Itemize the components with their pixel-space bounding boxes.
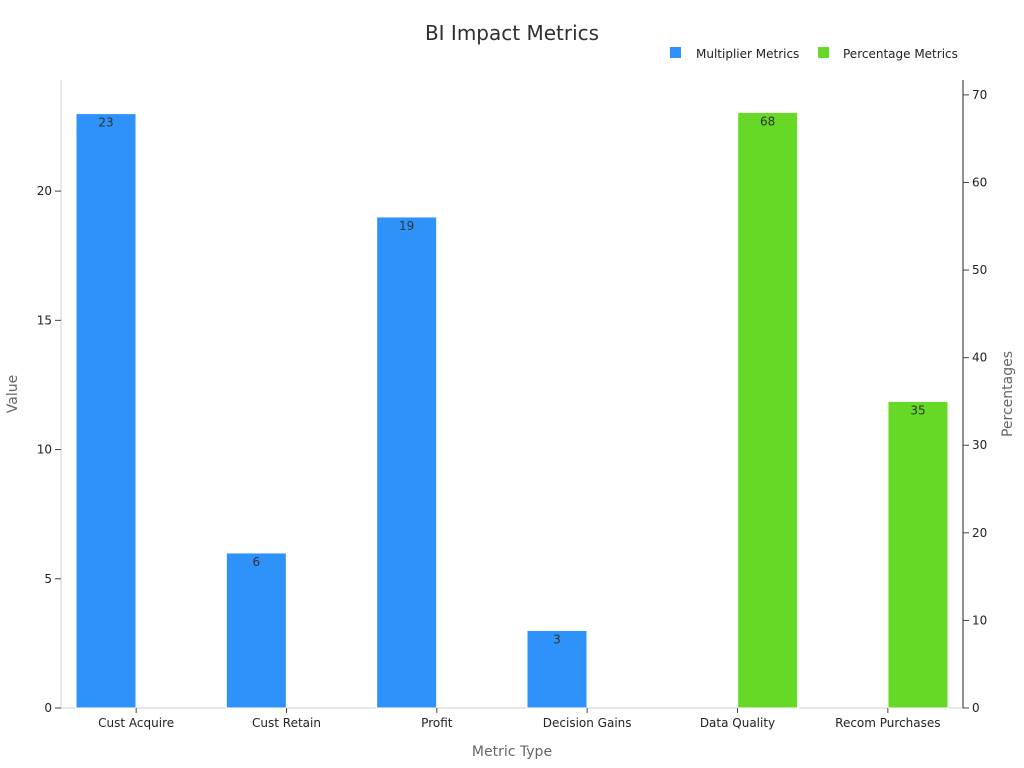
bar	[376, 216, 438, 709]
legend-label-multiplier: Multiplier Metrics	[696, 47, 799, 61]
x-tick-label: Recom Purchases	[835, 716, 940, 730]
bar-value-label: 3	[553, 632, 561, 646]
y2-axis-title: Percentages	[1000, 351, 1016, 437]
chart-title: BI Impact Metrics	[425, 21, 599, 45]
y-tick-label: 5	[44, 572, 52, 586]
bar-value-label: 19	[399, 219, 414, 233]
x-tick-label: Decision Gains	[543, 716, 632, 730]
x-axis-title: Metric Type	[472, 744, 552, 760]
y2-tick-label: 40	[972, 351, 987, 365]
y2-tick-label: 20	[972, 526, 987, 540]
y-axis-title: Value	[5, 375, 21, 413]
x-tick-label: Data Quality	[700, 716, 775, 730]
bar-value-label: 68	[760, 114, 775, 128]
legend-swatch-multiplier	[670, 47, 681, 58]
legend-label-percentage: Percentage Metrics	[843, 47, 958, 61]
y-tick-label: 10	[37, 443, 52, 457]
bar-value-label: 35	[910, 403, 925, 417]
y2-tick-label: 50	[972, 263, 987, 277]
bar	[887, 400, 949, 709]
y2-tick-label: 10	[972, 613, 987, 627]
bar-value-label: 6	[253, 555, 261, 569]
y2-tick-label: 30	[972, 438, 987, 452]
category-labels: Cust Acquire Cust Retain Profit Decision Ga…	[98, 708, 941, 730]
y2-tick-label: 60	[972, 175, 987, 189]
y2-tick-label: 70	[972, 88, 987, 102]
right-axis-ticks: 0 10 20 30 40 50 60 70	[963, 88, 987, 715]
bar-value-label: 23	[98, 116, 113, 130]
bar	[526, 629, 588, 709]
bar	[737, 111, 799, 709]
x-tick-label: Cust Retain	[252, 716, 321, 730]
y-tick-label: 0	[44, 701, 52, 715]
x-tick-label: Cust Acquire	[98, 716, 174, 730]
bar	[225, 552, 287, 709]
y2-tick-label: 0	[972, 701, 980, 715]
legend: Multiplier Metrics Percentage Metrics	[670, 47, 958, 61]
x-tick-label: Profit	[421, 716, 453, 730]
bars: 23 6 19 3 68 35	[75, 111, 949, 709]
y-tick-label: 15	[37, 313, 52, 327]
legend-swatch-percentage	[818, 47, 829, 58]
left-axis-ticks: 0 5 10 15 20	[37, 184, 61, 715]
bar	[75, 113, 137, 709]
y-tick-label: 20	[37, 184, 52, 198]
